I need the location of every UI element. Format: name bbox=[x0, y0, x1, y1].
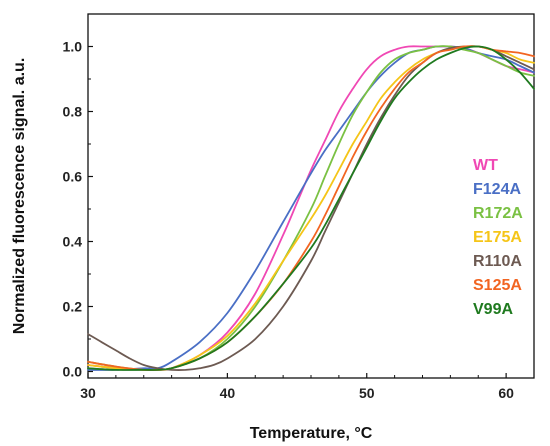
legend-label-e175a: E175A bbox=[473, 229, 522, 246]
x-tick-label: 30 bbox=[80, 385, 96, 401]
axis-layer: 30 40 50 60 0.0 0.2 0.4 0.6 0.8 1.0 bbox=[63, 39, 535, 401]
legend-label-r110a: R110A bbox=[473, 253, 522, 270]
y-tick-label: 0.2 bbox=[63, 299, 83, 315]
x-tick-label: 60 bbox=[498, 385, 514, 401]
y-tick-label: 0.8 bbox=[63, 104, 83, 120]
legend-label-s125a: S125A bbox=[473, 277, 522, 294]
series-layer bbox=[87, 45, 535, 372]
series-line-v99a bbox=[87, 45, 535, 371]
y-tick-label: 0.4 bbox=[63, 234, 83, 250]
y-tick-label: 0.0 bbox=[63, 364, 83, 380]
legend: WT F124A R172A E175A R110A S125A V99A bbox=[473, 157, 523, 318]
legend-label-v99a: V99A bbox=[473, 301, 513, 318]
y-tick-label: 1.0 bbox=[63, 39, 83, 55]
x-axis-title: Temperature, °C bbox=[250, 425, 373, 442]
legend-label-wt: WT bbox=[473, 157, 498, 174]
x-tick-label: 50 bbox=[359, 385, 375, 401]
legend-label-r172a: R172A bbox=[473, 205, 523, 222]
legend-label-f124a: F124A bbox=[473, 181, 521, 198]
y-tick-label: 0.6 bbox=[63, 169, 83, 185]
series-line-r172a bbox=[87, 45, 535, 372]
plot-frame bbox=[87, 13, 535, 379]
y-axis-title: Normalized fluorescence signal. a.u. bbox=[11, 58, 28, 335]
x-tick-label: 40 bbox=[220, 385, 236, 401]
